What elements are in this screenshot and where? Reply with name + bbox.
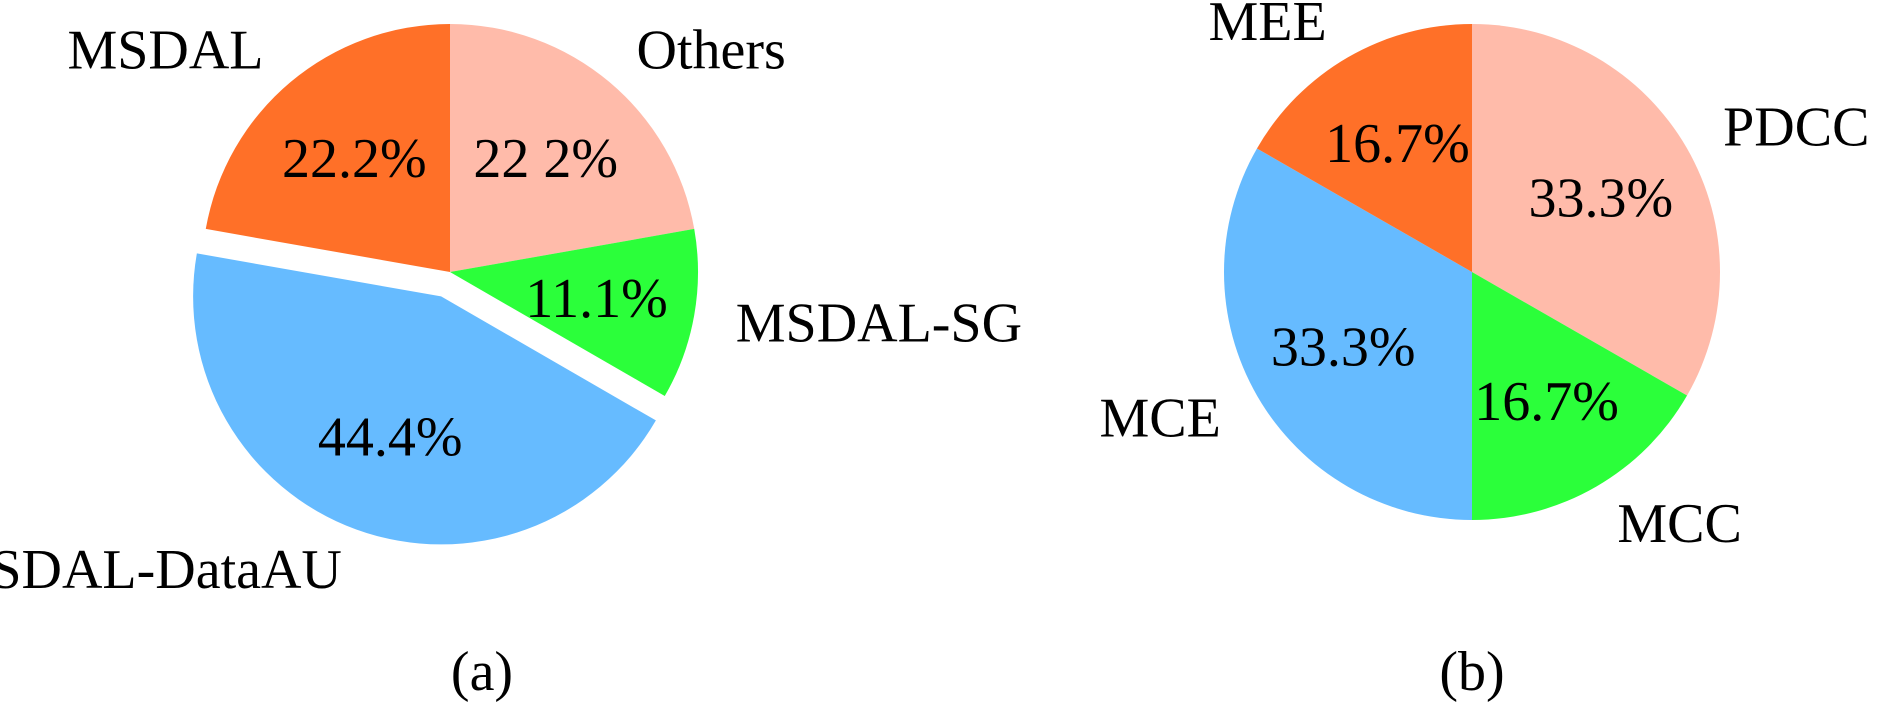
pie-b-slice-mee <box>1256 24 1472 272</box>
pie-b-pct-label-mcc: 16.7% <box>1474 371 1619 433</box>
pie-b-pct-label-mce: 33.3% <box>1271 317 1416 379</box>
pie-b-slice-pdcc <box>1472 24 1721 396</box>
pie-b-pct-label-pdcc: 33.3% <box>1528 167 1673 229</box>
pie-a-category-label-msdal-dataau: MSDAL-DataAU <box>0 539 342 601</box>
pie-a-slice-msdal-dataau <box>193 253 656 545</box>
panel-caption-a: (a) <box>451 641 513 703</box>
pie-b-pct-label-mee: 16.7% <box>1325 113 1470 175</box>
pie-a-slice-others <box>450 24 695 272</box>
pie-b-slice-mce <box>1223 148 1472 521</box>
pie-a-slice-msdal-sg <box>450 228 698 396</box>
pie-chart-a: 22 2% Others 11.1% MSDAL-SG 44.4% MSDAL-DataA… <box>0 20 1022 601</box>
pie-b-slice-mcc <box>1472 272 1688 520</box>
pie-chart-b: 33.3% PDCC 16.7% MCC 33.3% MCE 16.7% MEE <box>1100 0 1870 555</box>
pie-b-category-label-mce: MCE <box>1100 387 1221 449</box>
pie-a-category-label-others: Others <box>637 20 786 82</box>
pie-b-category-label-mcc: MCC <box>1617 493 1742 555</box>
pie-b-category-label-pdcc: PDCC <box>1723 97 1869 159</box>
pie-a-category-label-msdal-sg: MSDAL-SG <box>736 292 1022 354</box>
panel-caption-b: (b) <box>1439 641 1504 703</box>
pie-a-pct-label-msdal-sg: 11.1% <box>525 268 668 330</box>
pie-a-pct-label-msdal-dataau: 44.4% <box>318 406 463 468</box>
pie-a-pct-label-msdal: 22.2% <box>282 128 427 190</box>
pie-a-pct-label-others: 22 2% <box>473 128 618 190</box>
pie-b-category-label-mee: MEE <box>1208 0 1326 53</box>
pie-a-slice-msdal <box>205 24 450 272</box>
pie-a-category-label-msdal: MSDAL <box>67 20 263 82</box>
